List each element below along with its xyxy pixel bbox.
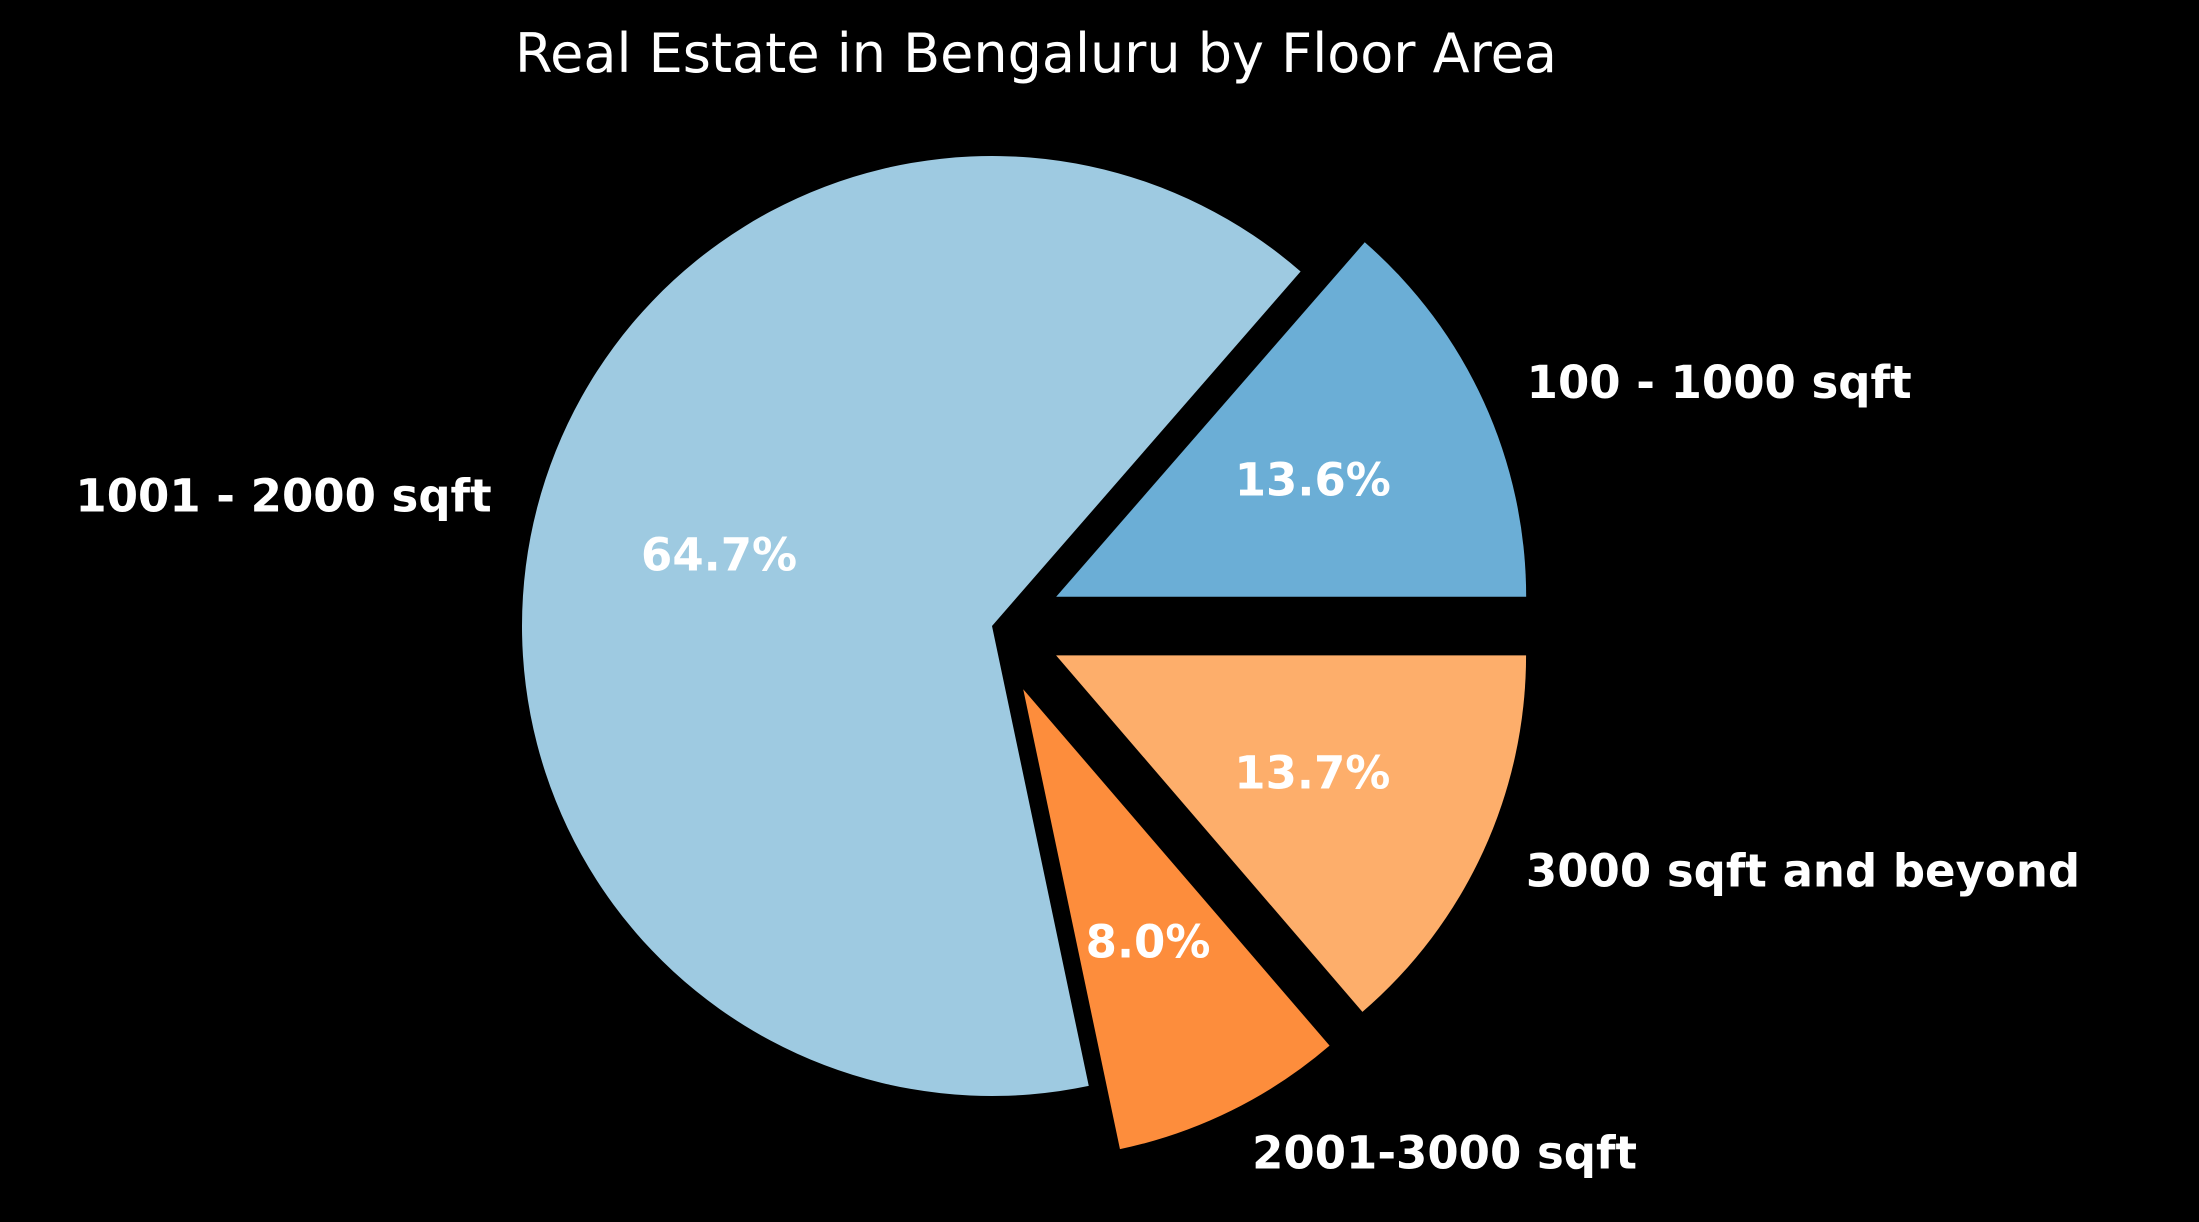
percent-label-2001-3000-sqft: 8.0%: [1086, 916, 1211, 969]
pie-slices: [521, 155, 1527, 1150]
pie-slice-100-1000-sqft: [1056, 242, 1527, 597]
slice-label-2001-3000-sqft: 2001-3000 sqft: [1252, 1126, 1637, 1179]
slice-label-100-1000-sqft: 100 - 1000 sqft: [1527, 356, 1912, 409]
percent-labels: 13.6% 64.7% 8.0% 13.7%: [641, 453, 1391, 968]
percent-label-1001-2000-sqft: 64.7%: [641, 529, 797, 582]
pie-slice-3000-sqft-and-beyond: [1056, 655, 1527, 1012]
pie-slice-2001-3000-sqft: [1023, 689, 1330, 1150]
slice-label-1001-2000-sqft: 1001 - 2000 sqft: [75, 469, 491, 522]
pie-slice-1001-2000-sqft: [521, 155, 1301, 1097]
slice-labels: 100 - 1000 sqft 1001 - 2000 sqft 2001-3000…: [75, 356, 2080, 1179]
percent-label-100-1000-sqft: 13.6%: [1235, 453, 1391, 506]
percent-label-3000-sqft-and-beyond: 13.7%: [1234, 747, 1390, 800]
chart-title: Real Estate in Bengaluru by Floor Area: [515, 22, 1557, 85]
slice-label-3000-sqft-and-beyond: 3000 sqft and beyond: [1526, 845, 2080, 898]
